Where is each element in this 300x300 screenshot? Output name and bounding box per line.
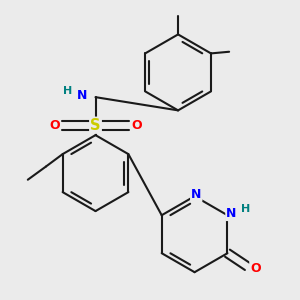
Text: O: O <box>49 119 59 132</box>
Text: H: H <box>241 204 250 214</box>
Text: O: O <box>250 262 261 275</box>
Text: S: S <box>90 118 101 133</box>
Text: O: O <box>131 119 142 132</box>
Text: H: H <box>63 86 72 96</box>
Text: N: N <box>191 188 201 201</box>
Text: N: N <box>77 89 88 102</box>
Text: N: N <box>226 207 237 220</box>
